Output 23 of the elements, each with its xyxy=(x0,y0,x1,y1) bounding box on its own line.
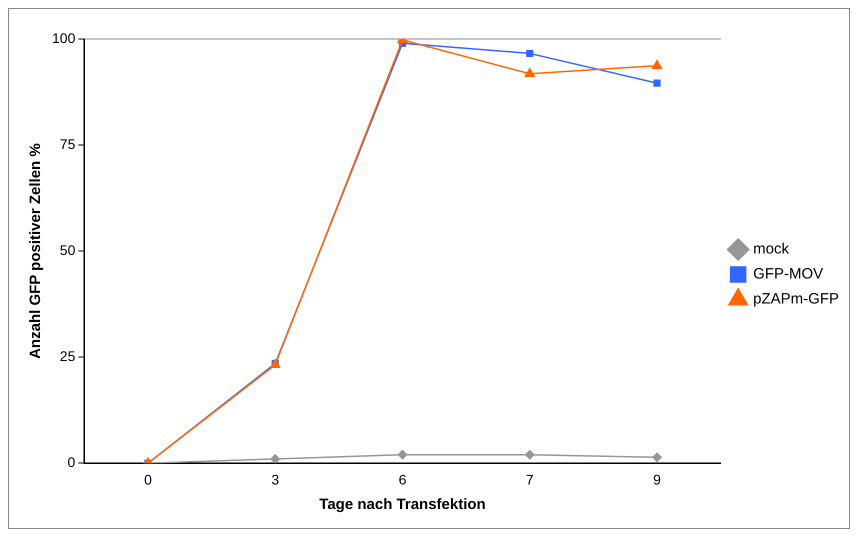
x-tick-label: 0 xyxy=(144,471,152,488)
legend-label: GFP-MOV xyxy=(753,266,824,283)
point xyxy=(525,450,535,460)
point xyxy=(652,60,662,69)
point xyxy=(526,50,534,57)
y-tick-label: 75 xyxy=(60,136,76,152)
y-axis-title: Anzahl GFP positiver Zellen % xyxy=(27,143,44,359)
point xyxy=(398,450,408,460)
legend-label: mock xyxy=(753,240,790,258)
y-tick-label: 100 xyxy=(52,30,76,46)
x-tick-label: 6 xyxy=(398,471,407,488)
point xyxy=(270,454,280,464)
x-tick-label: 7 xyxy=(526,471,534,488)
y-tick-label: 50 xyxy=(60,242,76,258)
x-tick-label: 9 xyxy=(653,471,662,488)
point xyxy=(524,68,535,78)
legend-label: pZAPm-GFP xyxy=(753,290,840,308)
x-axis-title: Tage nach Transfektion xyxy=(319,496,486,514)
y-tick-label: 25 xyxy=(60,348,76,364)
point xyxy=(653,80,661,87)
y-tick-label: 0 xyxy=(68,454,76,470)
point xyxy=(652,452,662,462)
x-tick-label: 3 xyxy=(271,471,280,488)
